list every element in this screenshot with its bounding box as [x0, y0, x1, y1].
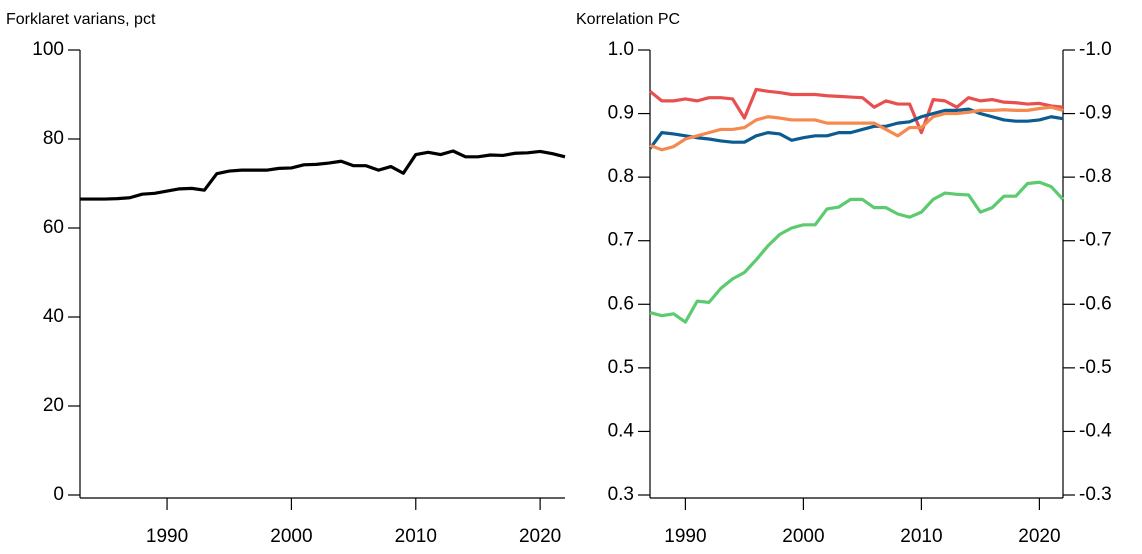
x-tick-label: 2010 — [900, 526, 942, 547]
x-tick-label: 1990 — [146, 526, 188, 547]
x-tick-label: 2020 — [519, 526, 561, 547]
y-tick-label: 40 — [43, 306, 64, 327]
y2-tick-label: -1.0 — [1079, 39, 1112, 60]
y2-tick-label: -0.3 — [1079, 484, 1112, 505]
y-tick-label: 0.3 — [608, 484, 634, 505]
y-tick-label: 20 — [43, 395, 64, 416]
y-tick-label: 0.5 — [608, 357, 634, 378]
y-tick-label: 1.0 — [608, 39, 634, 60]
x-tick-label: 2020 — [1018, 526, 1060, 547]
y-tick-label: 0.7 — [608, 230, 634, 251]
x-tick-label: 2000 — [782, 526, 824, 547]
x-tick-label: 2000 — [270, 526, 312, 547]
y2-tick-label: -0.6 — [1079, 293, 1112, 314]
series-line — [648, 107, 1064, 150]
y2-tick-label: -0.5 — [1079, 357, 1112, 378]
y-tick-label: 0.4 — [608, 420, 635, 441]
x-tick-label: 2010 — [395, 526, 437, 547]
y2-tick-label: -0.8 — [1079, 166, 1112, 187]
y-tick-label: 80 — [43, 128, 64, 149]
series-line — [649, 105, 1064, 152]
y-tick-label: 0.8 — [608, 166, 634, 187]
y-tick-label: 100 — [32, 39, 64, 60]
y-tick-label: 0.9 — [608, 103, 634, 124]
y2-tick-label: -0.4 — [1079, 420, 1112, 441]
chart-title: Forklaret varians, pct — [6, 11, 156, 28]
y-tick-label: 60 — [43, 217, 64, 238]
x-tick-label: 1990 — [664, 526, 706, 547]
series-line — [80, 149, 566, 201]
series-line — [648, 87, 1064, 135]
y-tick-label: 0.6 — [608, 293, 634, 314]
y-tick-label: 0 — [53, 484, 64, 505]
series-line — [649, 180, 1065, 324]
y2-tick-label: -0.7 — [1079, 230, 1112, 251]
y2-tick-label: -0.9 — [1079, 103, 1112, 124]
chart-title: Korrelation PC — [576, 11, 680, 28]
